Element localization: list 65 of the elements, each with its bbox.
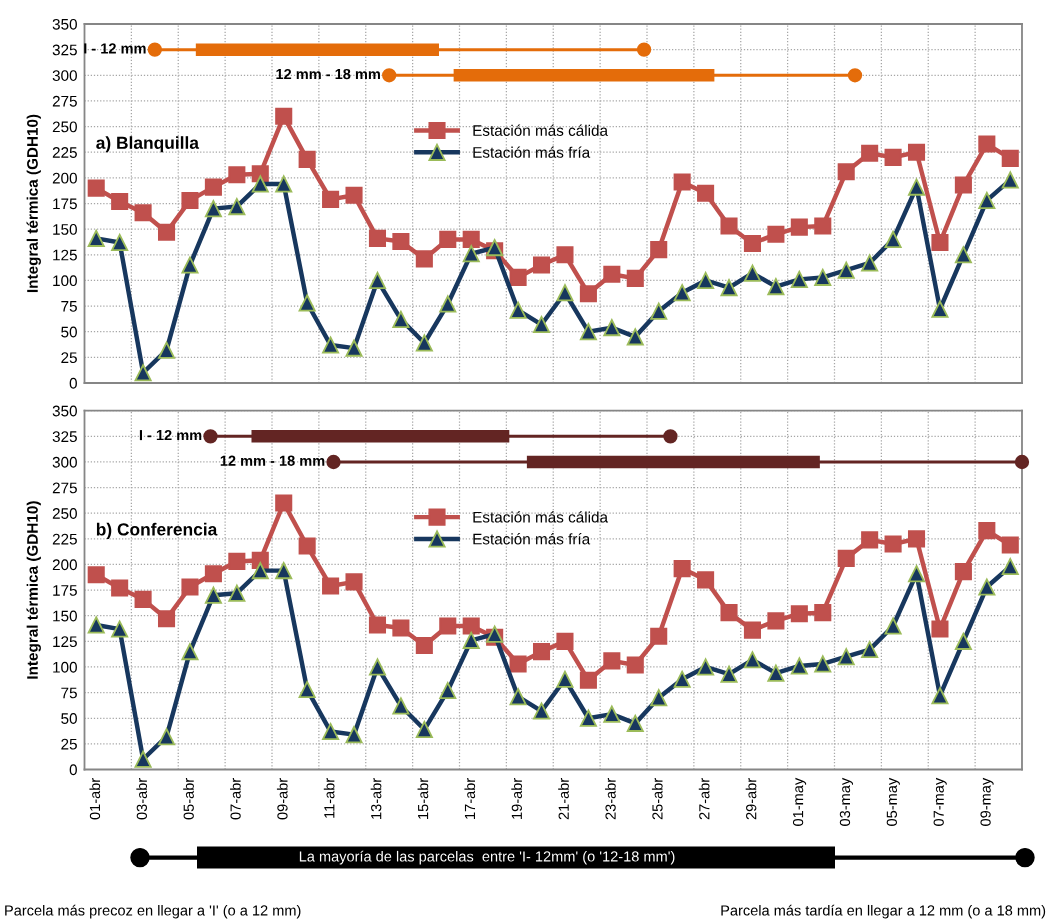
annotation: 12 mm - 18 mm: [276, 68, 380, 80]
text: a) Blanquilla: [96, 136, 200, 153]
text: Parcela más tardía en llegar a 12 mm (o a 18 mm): [721, 904, 1046, 919]
y-tick-label: 200: [52, 172, 77, 184]
y-tick-label: 175: [53, 585, 77, 596]
y-tick-label: 225: [52, 147, 77, 158]
x-tick-label: 01-may: [792, 777, 807, 826]
y-tick-label: 325: [52, 431, 77, 443]
y-tick-label: 0: [69, 764, 77, 776]
legend-label: Estación más fría: [473, 146, 591, 158]
x-tick-label: 27-abr: [698, 778, 710, 820]
x-tick-label: 05-may: [886, 777, 900, 826]
text: La mayoría de las parcelas entre 'I- 12mm' (o '12-18 mm'): [299, 850, 675, 865]
y-tick-label: 150: [53, 610, 77, 622]
y-tick-label: 50: [61, 326, 77, 338]
y-tick-label: 325: [52, 44, 77, 56]
y-tick-label: 50: [61, 713, 77, 724]
y-tick-label: 275: [52, 482, 77, 494]
x-tick-label: 25-abr: [651, 778, 663, 820]
y-tick-label: 250: [52, 121, 77, 133]
y-tick-label: 300: [52, 456, 77, 468]
y-tick-label: 75: [61, 301, 77, 312]
x-tick-label: 21-abr: [558, 778, 569, 820]
annotation: I - 12 mm: [139, 429, 202, 441]
y-tick-label: 175: [53, 198, 77, 210]
y-tick-label: 200: [52, 559, 77, 571]
x-tick-label: 13-abr: [370, 778, 382, 819]
x-tick-label: 11-abr: [323, 778, 335, 818]
y-tick-label: 25: [61, 352, 77, 364]
legend-label: Estación más cálida: [473, 124, 609, 136]
x-tick-label: 09-abr: [276, 778, 288, 820]
y-tick-label: 300: [52, 70, 77, 81]
legend-label: Estación más fría: [473, 533, 591, 545]
annotation: 12 mm - 18 mm: [220, 455, 325, 466]
y-tick-label: 75: [61, 687, 77, 699]
y-tick-label: 125: [53, 636, 77, 648]
x-tick-label: 15-abr: [417, 778, 429, 819]
y-tick-label: 0: [69, 377, 77, 389]
y-tick-label: 100: [53, 275, 77, 287]
y-tick-label: 350: [52, 405, 77, 417]
x-tick-label: 07-abr: [230, 778, 241, 820]
x-tick-label: 05-abr: [183, 778, 194, 820]
y-tick-label: 100: [53, 661, 77, 673]
x-tick-label: 01-abr: [89, 778, 101, 820]
x-tick-label: 29-abr: [745, 778, 757, 820]
y-tick-label: 275: [52, 95, 77, 107]
legend-label: Estación más cálida: [473, 511, 609, 523]
x-tick-label: 17-abr: [464, 778, 476, 819]
y-tick-label: 250: [52, 508, 77, 519]
y-axis-title: Integral térmica (GDH10): [26, 501, 41, 679]
x-tick-label: 09-may: [980, 777, 994, 826]
x-tick-label: 07-may: [933, 777, 947, 826]
y-tick-label: 350: [52, 18, 77, 30]
y-tick-label: 125: [53, 249, 77, 261]
text: Parcela más precoz en llegar a 'I' (o a 12 mm): [5, 904, 301, 919]
annotation: I - 12 mm: [84, 43, 146, 54]
text: b) Conferencia: [96, 522, 218, 539]
y-tick-label: 150: [53, 224, 77, 235]
y-tick-label: 25: [61, 738, 77, 750]
x-tick-label: 19-abr: [511, 778, 523, 819]
y-axis-title: Integral térmica (GDH10): [26, 114, 41, 293]
x-tick-label: 03-abr: [136, 778, 148, 820]
x-tick-label: 03-may: [839, 777, 854, 826]
y-tick-label: 225: [52, 533, 77, 545]
x-tick-label: 23-abr: [605, 778, 616, 820]
